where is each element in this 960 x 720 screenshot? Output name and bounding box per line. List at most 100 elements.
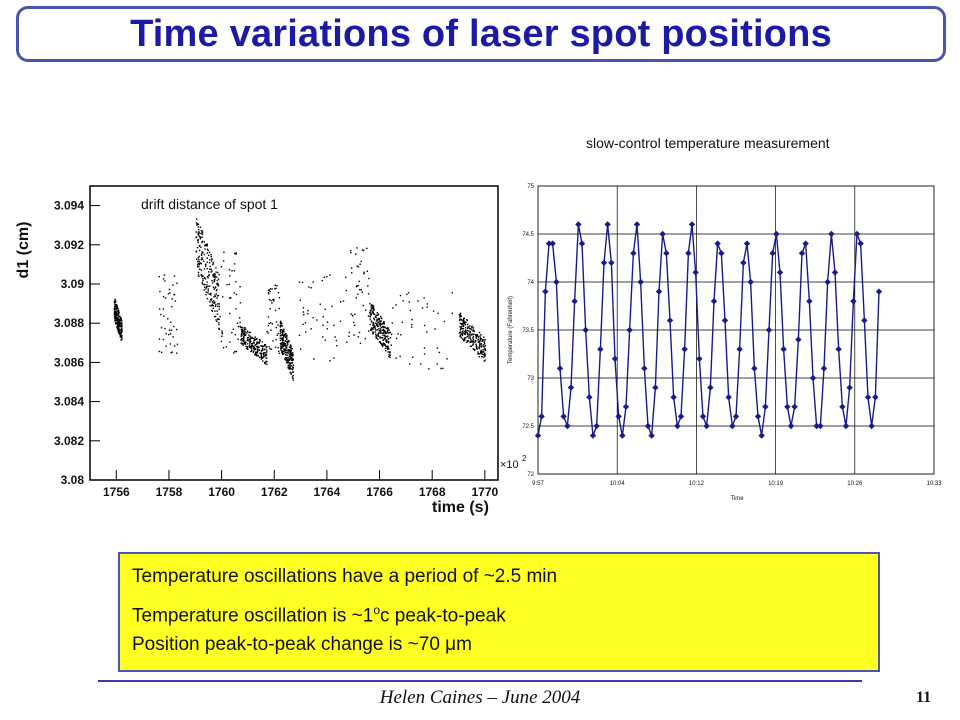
note-degree-sup: o <box>373 603 381 617</box>
scatter-point <box>281 332 284 334</box>
scatter-point <box>471 340 473 342</box>
scatter-point <box>252 347 255 350</box>
scatter-point <box>210 305 213 307</box>
scatter-point <box>367 293 370 295</box>
scatter-point <box>281 352 284 354</box>
scatter-point <box>256 354 259 356</box>
scatter-point <box>281 346 283 348</box>
scatter-point <box>200 232 203 234</box>
right-y-tick-label: 74 <box>527 280 534 286</box>
scatter-point <box>283 334 286 337</box>
scatter-point <box>241 337 243 340</box>
scatter-point <box>206 284 208 286</box>
scatter-point <box>251 344 254 347</box>
scatter-point <box>264 362 266 364</box>
scatter-point <box>241 334 243 337</box>
temperature-point <box>670 394 677 401</box>
scatter-point <box>468 334 470 336</box>
scatter-point <box>199 232 201 235</box>
scatter-point <box>479 339 482 341</box>
scatter-point <box>437 312 439 315</box>
scatter-point <box>471 325 473 327</box>
scatter-point <box>249 340 252 342</box>
scatter-point <box>278 350 280 352</box>
scatter-point <box>117 324 119 326</box>
scatter-point <box>209 268 211 270</box>
scatter-point <box>379 322 382 325</box>
summary-box: Temperature oscillations have a period o… <box>118 552 880 672</box>
scatter-point <box>277 324 279 326</box>
scatter-point <box>199 236 201 238</box>
scatter-point <box>475 337 477 339</box>
scatter-point <box>257 345 259 348</box>
scatter-point <box>459 326 461 328</box>
scatter-point <box>114 301 117 303</box>
scatter-point <box>380 330 382 332</box>
scatter-point <box>279 320 282 323</box>
scatter-point <box>477 338 479 340</box>
scatter-point <box>217 278 220 280</box>
scatter-point <box>263 348 266 351</box>
scatter-point <box>423 347 426 349</box>
scatter-point <box>197 262 199 265</box>
temperature-point <box>872 394 879 401</box>
right-axes: 72 72.5 73 73.5 74 74.5 75 9:57 10:04 10:12 10:19 1… <box>522 184 942 487</box>
scatter-point <box>288 340 290 342</box>
scatter-point <box>246 347 248 350</box>
temperature-point <box>868 422 875 430</box>
scatter-point <box>201 257 203 259</box>
scatter-point <box>287 357 290 359</box>
scatter-point <box>462 331 464 333</box>
scatter-point <box>255 351 258 354</box>
scatter-point <box>379 328 382 330</box>
scatter-point <box>117 314 119 316</box>
scatter-point <box>428 368 430 370</box>
scatter-point <box>216 320 218 323</box>
scatter-point <box>170 351 172 354</box>
scatter-point <box>380 320 382 322</box>
scatter-point <box>113 308 116 310</box>
scatter-point <box>203 283 205 286</box>
scatter-point <box>471 334 473 336</box>
scatter-point <box>472 330 474 332</box>
scatter-point <box>266 361 268 363</box>
scatter-point <box>464 337 466 339</box>
scatter-point <box>270 348 272 351</box>
temperature-caption: slow-control temperature measurement <box>586 135 830 151</box>
scatter-point <box>221 335 223 337</box>
scatter-point <box>262 356 265 358</box>
scatter-point <box>208 251 211 254</box>
temperature-point <box>846 384 853 391</box>
scatter-point <box>376 329 379 331</box>
temperature-point <box>549 240 556 247</box>
scatter-point <box>240 342 242 344</box>
scatter-point <box>254 339 256 341</box>
scatter-point <box>372 331 374 333</box>
scatter-point <box>390 344 393 346</box>
temperature-point <box>802 240 809 247</box>
left-scatter-points <box>113 218 487 381</box>
scatter-point <box>279 337 281 339</box>
scatter-point <box>322 336 324 338</box>
scatter-point <box>240 329 243 331</box>
scatter-point <box>260 350 263 352</box>
scatter-point <box>312 281 314 283</box>
scatter-point <box>463 338 465 341</box>
scatter-point <box>469 332 471 334</box>
scatter-point <box>443 320 446 323</box>
scatter-point <box>463 319 465 322</box>
scatter-point <box>277 291 280 294</box>
scatter-point <box>459 313 461 316</box>
scatter-point <box>283 349 285 352</box>
scatter-point <box>113 301 116 303</box>
temperature-point <box>740 259 747 266</box>
scatter-point <box>206 267 208 270</box>
scatter-point <box>237 325 240 328</box>
scatter-point <box>269 322 272 324</box>
temperature-point <box>622 403 630 410</box>
scatter-point <box>114 303 116 305</box>
scatter-point <box>240 339 243 341</box>
scatter-point <box>380 337 383 339</box>
temperature-point <box>553 278 560 286</box>
scatter-point <box>261 348 264 350</box>
